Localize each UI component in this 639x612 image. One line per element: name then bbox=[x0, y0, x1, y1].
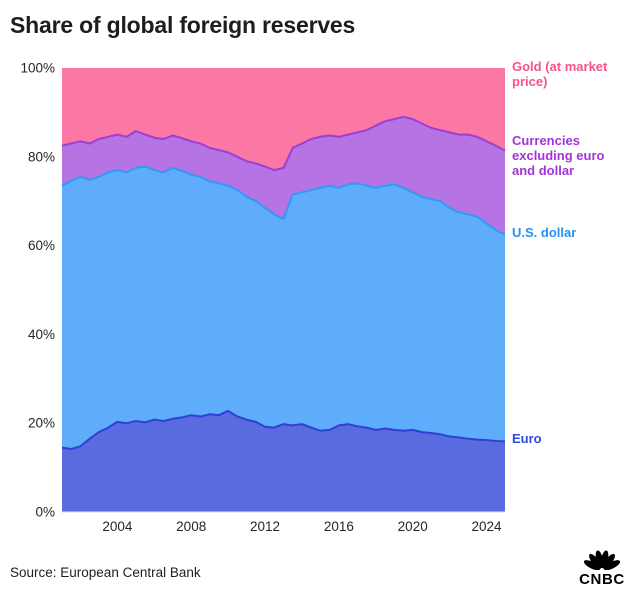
y-tick-label: 40% bbox=[28, 327, 55, 342]
y-tick-label: 0% bbox=[35, 505, 55, 520]
line-euro bbox=[61, 409, 506, 450]
series-label-other-currencies: Currencies excluding euro and dollar bbox=[512, 133, 605, 178]
area-euro bbox=[62, 410, 505, 512]
cnbc-logo: CNBC bbox=[575, 547, 629, 588]
x-tick-label: 2012 bbox=[250, 519, 280, 534]
x-tick-label: 2008 bbox=[176, 519, 206, 534]
x-tick-label: 2004 bbox=[102, 519, 133, 534]
line-other bbox=[61, 115, 506, 172]
series-label-us-dollar: U.S. dollar bbox=[512, 225, 577, 240]
series-label-gold: Gold (at market price) bbox=[512, 59, 608, 89]
x-tick-label: 2016 bbox=[324, 519, 354, 534]
y-tick-label: 60% bbox=[28, 238, 55, 253]
x-tick-label: 2020 bbox=[398, 519, 428, 534]
y-tick-label: 80% bbox=[28, 149, 55, 164]
page-title: Share of global foreign reserves bbox=[10, 12, 356, 38]
area-usd bbox=[62, 166, 505, 449]
x-tick-label: 2024 bbox=[472, 519, 503, 534]
area-other bbox=[62, 116, 505, 235]
series-label-euro: Euro bbox=[512, 431, 542, 446]
y-tick-label: 100% bbox=[20, 61, 55, 76]
source-text: Source: European Central Bank bbox=[10, 565, 201, 580]
cnbc-logo-text: CNBC bbox=[579, 571, 625, 588]
peacock-icon bbox=[583, 550, 621, 570]
area-gold bbox=[62, 68, 505, 171]
y-tick-label: 20% bbox=[28, 416, 55, 431]
line-usd bbox=[61, 165, 506, 236]
